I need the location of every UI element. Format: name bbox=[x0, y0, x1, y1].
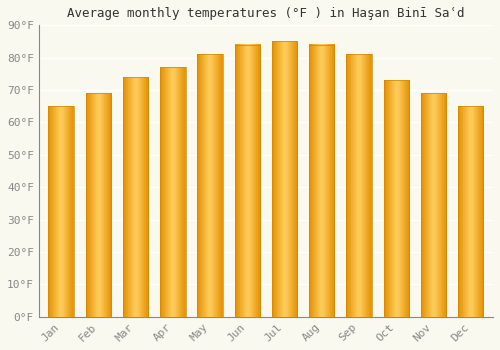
Bar bbox=[234, 45, 260, 317]
Bar bbox=[384, 80, 409, 317]
Bar bbox=[309, 45, 334, 317]
Bar bbox=[86, 93, 111, 317]
Bar bbox=[272, 41, 297, 317]
Bar bbox=[421, 93, 446, 317]
Bar bbox=[346, 55, 372, 317]
Bar bbox=[123, 77, 148, 317]
Bar bbox=[160, 68, 186, 317]
Bar bbox=[198, 55, 222, 317]
Title: Average monthly temperatures (°F ) in Haşan Binī Saʿd: Average monthly temperatures (°F ) in Ha… bbox=[67, 7, 464, 20]
Bar bbox=[48, 106, 74, 317]
Bar bbox=[458, 106, 483, 317]
